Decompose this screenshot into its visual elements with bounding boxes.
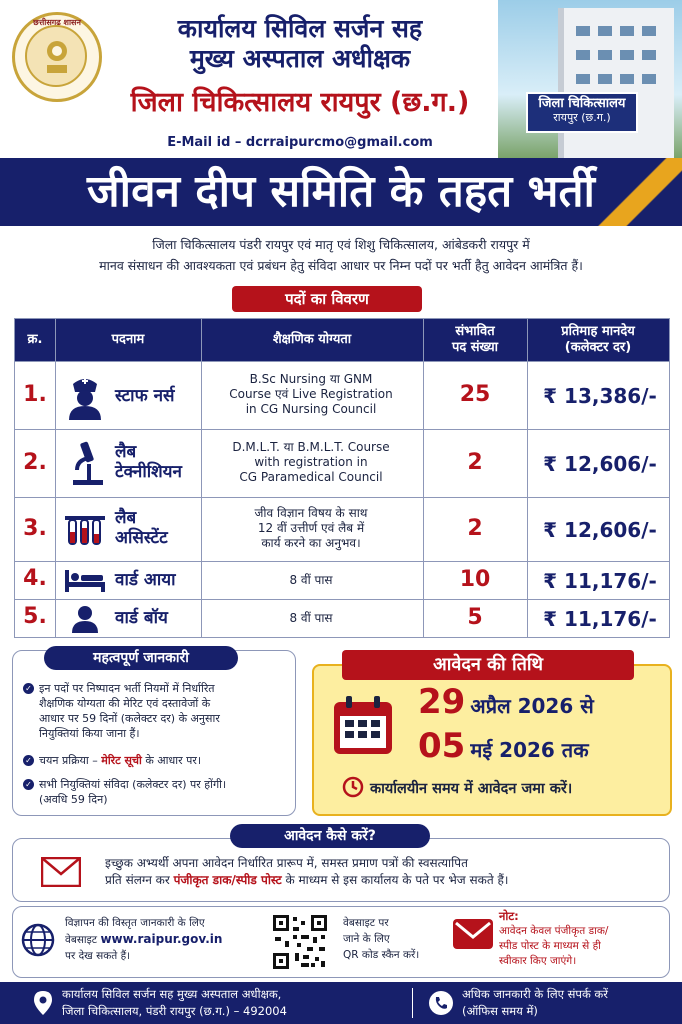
row-post: लैब असिस्टेंट [115,508,168,548]
mail-icon [453,919,493,949]
lion-capital-icon [47,41,67,73]
date-to-day: 05 [418,726,466,766]
hospital-name: जिला चिकित्सालय रायपुर (छ.ग.) [130,87,470,118]
header-count: संभावित पद संख्या [423,319,527,361]
row-qualification: जीव विज्ञान विषय के साथ 12 वीं उत्तीर्ण ए… [254,506,368,550]
info-item: ✓ चयन प्रक्रिया – मेरिट सूची के आधार पर। [23,753,289,768]
header-count-line1: संभावित [455,324,495,339]
website-text: विज्ञापन की विस्तृत जानकारी के लिए वेबसा… [65,917,223,962]
row-sno: 5. [23,604,47,629]
building-sign-title: जिला चिकित्सालय [538,96,626,111]
info-title: महत्वपूर्ण जानकारी [44,646,238,670]
website-link[interactable]: www.raipur.gov.in [100,932,223,946]
row-count: 25 [459,382,491,407]
row-qualification: 8 वीं पास [289,573,333,587]
hospital-building-image: जिला चिकित्सालय रायपुर (छ.ग.) [498,0,682,158]
row-pay: ₹ 12,606/- [543,518,657,542]
header-sno: क्र. [27,332,43,347]
email-id[interactable]: E-Mail id – dcrraipurcmo@gmail.com [167,135,433,150]
office-title-line1: कार्यालय सिविल सर्जन सह [177,14,423,43]
row-count: 10 [459,567,491,592]
row-count: 5 [467,605,483,630]
row-pay: ₹ 11,176/- [543,607,657,631]
dates-title: आवेदन की तिथि [342,650,634,680]
qr-text: वेबसाइट पर जाने के लिए QR कोड स्कैन करें। [343,917,420,961]
intro-line1: जिला चिकित्सालय पंडरी रायपुर एवं मातृ एव… [152,237,530,252]
date-to-rest: मई 2026 तक [470,738,589,762]
check-icon: ✓ [23,779,34,790]
header-count-line2: पद संख्या [451,340,499,355]
header-qualification: शैक्षणिक योग्यता [272,332,352,347]
row-post: स्टाफ नर्स [115,386,175,406]
date-from: 29 अप्रैल 2026 से [418,682,668,722]
table-row: 3. लैब असिस्टेंट जीव विज्ञान विषय के साथ 1… [15,497,669,562]
person-icon [72,606,98,633]
note-text: नोट: आवेदन केवल पंजीकृत डाक/स्पीड पोस्ट … [499,909,609,967]
table-row: 2. लैब टेक्नीशियन D.M.L.T. या B.M.L.T. Co… [15,429,669,498]
check-icon: ✓ [23,755,34,766]
footer: कार्यालय सिविल सर्जन सह मुख्य अस्पताल अध… [0,982,682,1024]
header-pay-line2: (कलेक्टर दर) [564,340,632,355]
info-item: ✓ इन पदों पर निष्पादन भर्ती नियमों में न… [23,681,289,741]
website-info-box: विज्ञापन की विस्तृत जानकारी के लिए वेबसा… [12,906,670,978]
nurse-icon [69,378,101,420]
table-header: क्र. पदनाम शैक्षणिक योग्यता संभावित पद स… [15,319,669,361]
row-post: लैब टेक्नीशियन [115,442,182,482]
row-post: वार्ड बॉय [115,608,168,628]
posts-section-title: पदों का विवरण [232,286,422,312]
envelope-icon [41,857,81,887]
header-pay-line1: प्रतिमाह मानदेय [561,324,635,339]
government-emblem-logo: छत्तीसगढ़ शासन [12,12,102,102]
row-count: 2 [467,516,483,541]
date-to: 05 मई 2026 तक [418,726,668,766]
row-post: वार्ड आया [115,570,176,590]
header-pay: प्रतिमाह मानदेय (कलेक्टर दर) [527,319,669,361]
clock-icon [342,776,364,798]
date-from-day: 29 [418,682,466,722]
how-title: आवेदन कैसे करें? [230,824,430,848]
footer-contact: अधिक जानकारी के लिए संपर्क करें (ऑफिस समय… [462,987,608,1018]
emblem-text: छत्तीसगढ़ शासन [33,18,81,27]
check-icon: ✓ [23,683,34,694]
date-from-rest: अप्रैल 2026 से [470,694,594,718]
test-tubes-icon [65,516,105,545]
intro-line2: मानव संसाधन की आवश्यकता एवं प्रबंधन हेतु… [99,258,583,273]
building-sign-sub: रायपुर (छ.ग.) [553,111,611,124]
important-info-box: ✓ इन पदों पर निष्पादन भर्ती नियमों में न… [12,650,296,816]
row-pay: ₹ 12,606/- [543,452,657,476]
title-band [0,158,682,226]
calendar-icon [334,696,392,754]
table-row: 1. स्टाफ नर्स B.Sc Nursing या GNM Course … [15,361,669,430]
row-sno: 2. [23,450,47,475]
row-count: 2 [467,450,483,475]
table-row: 4. वार्ड आया 8 वीं पास 10 ₹ 11,176/- [15,561,669,600]
date-note: कार्यालयीन समय में आवेदन जमा करें। [370,781,573,797]
row-qualification: B.Sc Nursing या GNM Course एवं Live Regis… [229,372,393,416]
location-pin-icon [34,991,52,1015]
footer-address: कार्यालय सिविल सर्जन सह मुख्य अस्पताल अध… [62,987,287,1018]
row-sno: 1. [23,382,47,407]
building-sign: जिला चिकित्सालय रायपुर (छ.ग.) [526,92,638,133]
office-title-line2: मुख्य अस्पताल अधीक्षक [189,44,411,73]
globe-icon [21,923,55,957]
hospital-bed-icon [65,570,105,592]
phone-icon [429,991,453,1015]
info-item: ✓ सभी नियुक्तियां संविदा (कलेक्टर दर) पर… [23,777,295,807]
qr-code[interactable] [271,913,329,971]
row-pay: ₹ 11,176/- [543,569,657,593]
row-qualification: 8 वीं पास [289,611,333,625]
row-pay: ₹ 13,386/- [543,384,657,408]
microscope-icon [73,441,103,485]
posts-table: क्र. पदनाम शैक्षणिक योग्यता संभावित पद स… [14,318,670,638]
row-sno: 4. [23,566,47,591]
page-title: जीवन दीप समिति के तहत भर्ती [87,166,595,217]
row-sno: 3. [23,516,47,541]
application-date-box: 29 अप्रैल 2026 से 05 मई 2026 तक कार्यालय… [312,664,672,816]
header-post: पदनाम [111,332,145,347]
table-row: 5. वार्ड बॉय 8 वीं पास 5 ₹ 11,176/- [15,599,669,638]
row-qualification: D.M.L.T. या B.M.L.T. Course with registra… [232,440,390,484]
how-text: इच्छुक अभ्यर्थी अपना आवेदन निर्धारित प्र… [105,856,509,887]
